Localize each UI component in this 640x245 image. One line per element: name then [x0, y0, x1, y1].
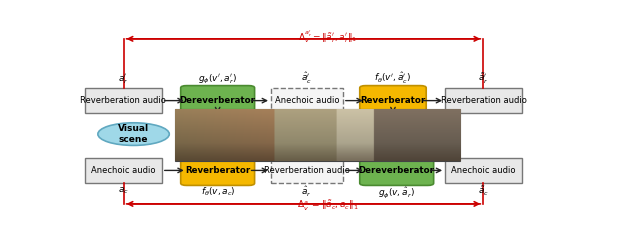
- Text: Reverberation audio: Reverberation audio: [81, 96, 166, 105]
- Text: $\Delta_v^{a_c} = \|\tilde{a}_c, a_c\|_1$: $\Delta_v^{a_c} = \|\tilde{a}_c, a_c\|_1…: [297, 199, 359, 213]
- Text: Dereverberator: Dereverberator: [180, 96, 255, 105]
- Text: $\tilde{a}_c$: $\tilde{a}_c$: [477, 185, 489, 198]
- FancyBboxPatch shape: [360, 86, 426, 116]
- Text: $g_\phi(v, \hat{a}_r)$: $g_\phi(v, \hat{a}_r)$: [378, 185, 415, 200]
- Text: Anechoic audio: Anechoic audio: [91, 166, 156, 175]
- FancyBboxPatch shape: [445, 158, 522, 183]
- Text: $\hat{a}_c'$: $\hat{a}_c'$: [301, 71, 312, 86]
- FancyBboxPatch shape: [445, 88, 522, 113]
- FancyBboxPatch shape: [360, 155, 434, 185]
- Text: $a_c$: $a_c$: [118, 185, 129, 196]
- Text: Reverberator: Reverberator: [185, 166, 250, 175]
- Text: $f_\theta(v', \hat{a}_c')$: $f_\theta(v', \hat{a}_c')$: [374, 71, 412, 86]
- Text: $\hat{a}_r$: $\hat{a}_r$: [301, 185, 312, 199]
- Text: Anechoic audio: Anechoic audio: [451, 166, 516, 175]
- Text: Reverberator: Reverberator: [360, 96, 426, 105]
- FancyBboxPatch shape: [85, 158, 162, 183]
- Text: Anechoic audio: Anechoic audio: [275, 96, 339, 105]
- Text: Visual
scene: Visual scene: [118, 124, 149, 144]
- FancyBboxPatch shape: [180, 155, 255, 185]
- Text: Reverberation audio: Reverberation audio: [440, 96, 527, 105]
- FancyBboxPatch shape: [180, 86, 255, 116]
- Text: $f_\theta(v, a_c)$: $f_\theta(v, a_c)$: [200, 185, 236, 197]
- FancyBboxPatch shape: [271, 158, 343, 183]
- Text: $\tilde{a}_r'$: $\tilde{a}_r'$: [478, 72, 488, 86]
- Ellipse shape: [98, 123, 169, 146]
- Text: $g_\phi(v', a_r')$: $g_\phi(v', a_r')$: [198, 73, 237, 86]
- Text: Dereverberator: Dereverberator: [358, 166, 435, 175]
- Text: $a_r'$: $a_r'$: [118, 73, 129, 86]
- Text: Reverberation audio: Reverberation audio: [264, 166, 350, 175]
- FancyBboxPatch shape: [85, 88, 162, 113]
- FancyBboxPatch shape: [271, 88, 343, 113]
- Text: $\Delta_{v'}^{a_r'} = \|\tilde{a}_r', a_r'\|_1$: $\Delta_{v'}^{a_r'} = \|\tilde{a}_r', a_…: [298, 29, 358, 45]
